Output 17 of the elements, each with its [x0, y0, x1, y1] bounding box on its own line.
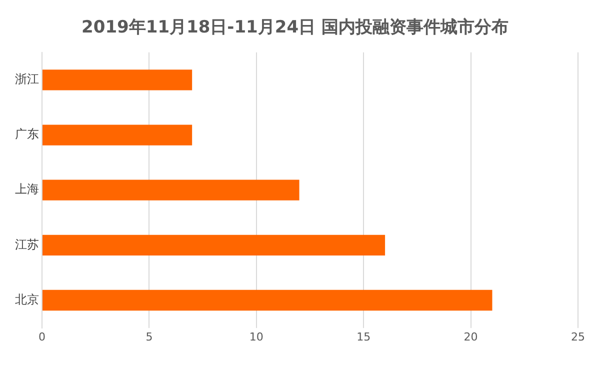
y-tick-label: 江苏 — [15, 237, 39, 252]
y-tick-label: 北京 — [15, 292, 39, 306]
bar — [42, 234, 386, 256]
x-tick-label: 20 — [464, 330, 478, 344]
x-tick-label: 0 — [38, 330, 46, 344]
y-tick-label: 广东 — [15, 127, 39, 142]
x-tick-label: 10 — [249, 330, 264, 344]
x-tick-label: 5 — [146, 330, 153, 344]
y-tick-label: 上海 — [15, 182, 39, 196]
x-tick-label: 25 — [571, 330, 585, 344]
y-tick-label: 浙江 — [15, 72, 39, 86]
bar — [42, 70, 192, 90]
bar — [42, 124, 192, 146]
chart-title: 2019年11月18日-11月24日 国内投融资事件城市分布 — [82, 18, 508, 38]
x-tick-label: 15 — [356, 330, 371, 344]
bar — [42, 180, 300, 200]
bar — [42, 290, 492, 311]
